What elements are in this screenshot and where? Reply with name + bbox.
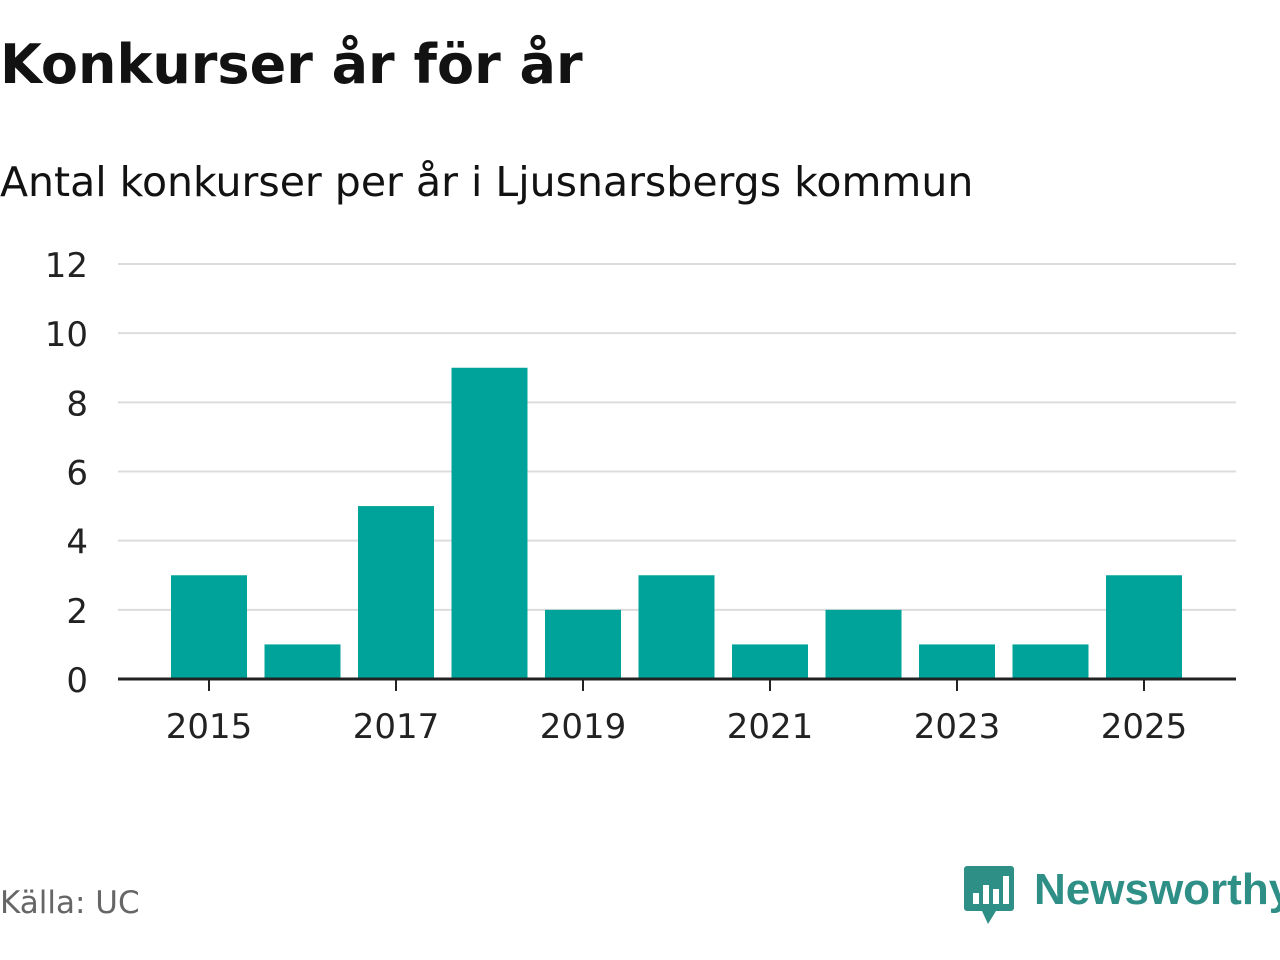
brand-name: Newsworthy (1034, 865, 1280, 914)
chart-title: Konkurser år för år (0, 33, 583, 96)
x-tick-label: 2021 (727, 707, 814, 747)
bar-2022[interactable] (825, 609, 902, 679)
bar-2024[interactable] (1012, 644, 1089, 679)
bar-2025[interactable] (1106, 575, 1182, 679)
bars (171, 367, 1182, 679)
y-tick-label: 10 (45, 315, 88, 355)
source-label: Källa: UC (0, 885, 140, 921)
y-tick-label: 12 (45, 246, 88, 286)
grid-lines (118, 263, 1236, 611)
x-tick-label: 2019 (540, 707, 627, 747)
x-tick-label: 2017 (353, 707, 440, 747)
x-axis-tick-labels: 2015 2017 2019 2021 2023 2025 (166, 679, 1188, 747)
y-tick-label: 6 (66, 454, 88, 494)
x-tick-label: 2023 (914, 707, 1001, 747)
x-tick-label: 2015 (166, 707, 253, 747)
chart-subtitle: Antal konkurser per år i Ljusnarsbergs k… (0, 158, 974, 206)
y-tick-label: 2 (66, 592, 88, 632)
newsworthy-chart-bubble-icon (964, 866, 1014, 924)
bar-2017[interactable] (358, 506, 434, 679)
y-tick-label: 8 (66, 384, 88, 424)
bar-2023[interactable] (919, 644, 995, 679)
bar-2018[interactable] (451, 367, 528, 679)
bar-2015[interactable] (171, 575, 247, 679)
bar-2016[interactable] (264, 644, 341, 679)
y-axis-tick-labels: 0 2 4 6 8 10 12 (45, 246, 88, 701)
y-tick-label: 4 (66, 523, 88, 563)
bar-2019[interactable] (545, 609, 621, 679)
bar-2021[interactable] (732, 644, 808, 679)
x-tick-label: 2025 (1101, 707, 1188, 747)
newsworthy-logo[interactable]: Newsworthy (964, 866, 1280, 928)
bar-2020[interactable] (638, 575, 715, 679)
y-tick-label: 0 (66, 661, 88, 701)
